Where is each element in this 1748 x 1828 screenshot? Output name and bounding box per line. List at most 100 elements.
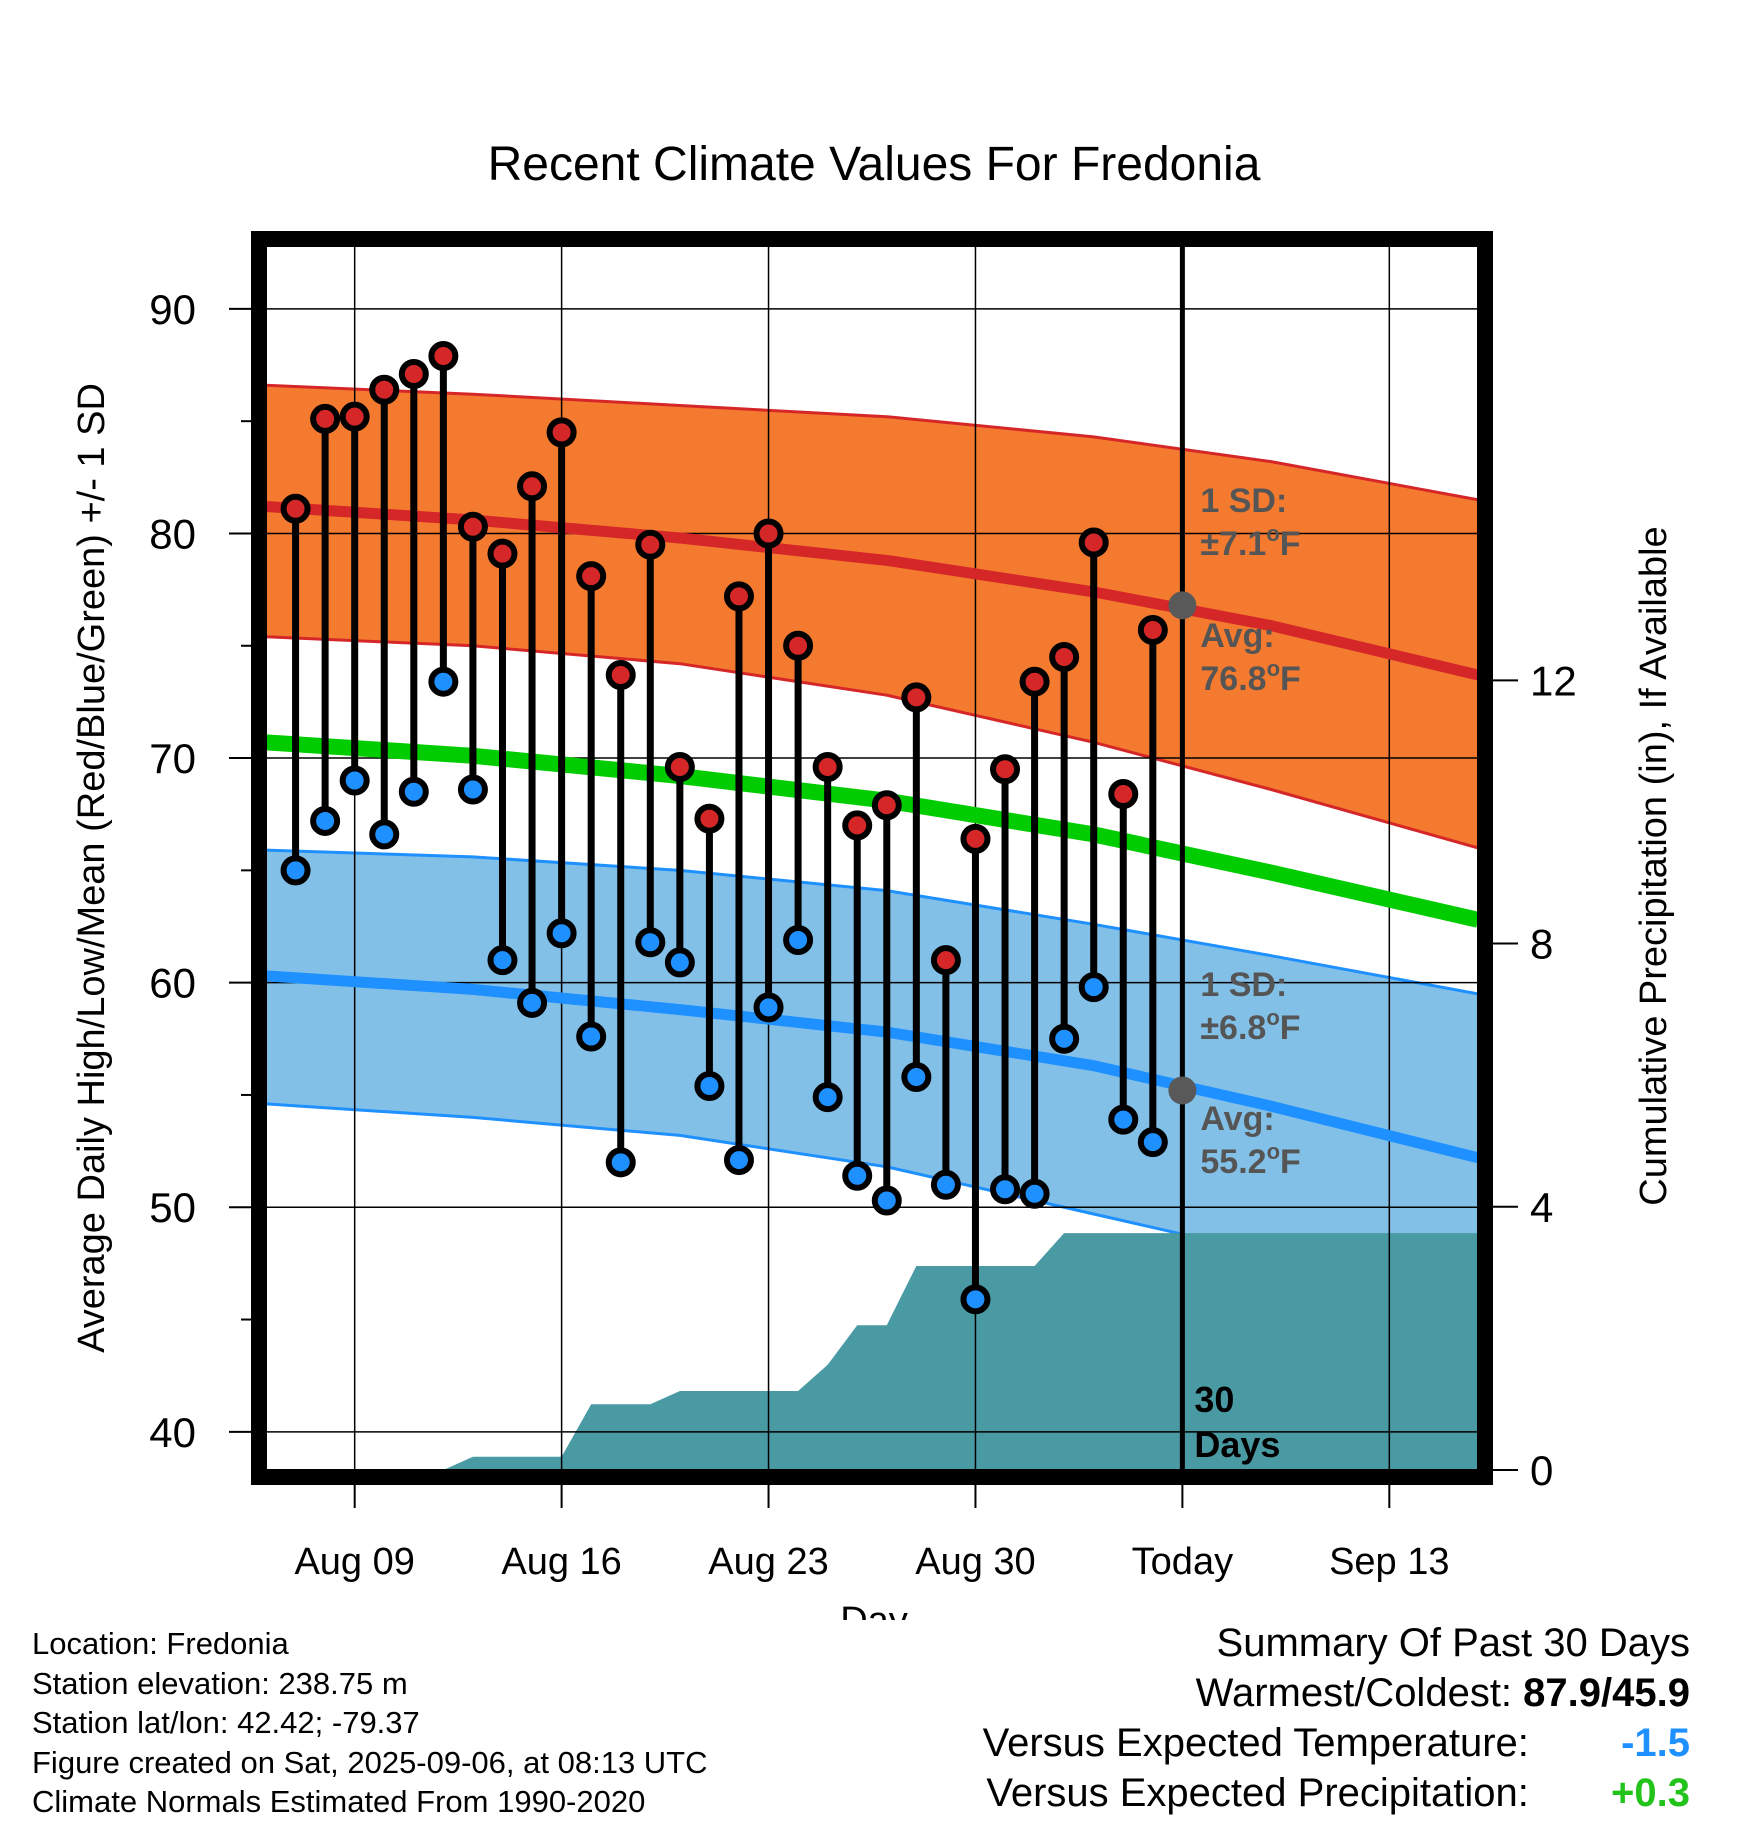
y2-axis-label: Cumulative Precipitation (in), If Availa… (1633, 526, 1675, 1205)
daily-low-point (1019, 1178, 1050, 1209)
warmest-coldest-label: Warmest/Coldest: (1195, 1671, 1513, 1715)
daily-low-point (664, 947, 695, 978)
daily-low-point (635, 927, 666, 958)
window-annotation-unit: Days (1194, 1424, 1280, 1465)
daily-high-point (576, 561, 607, 592)
meta-elevation: Station elevation: 238.75 m (32, 1665, 408, 1701)
y-tick-label: 40 (149, 1409, 196, 1456)
daily-high-point (1108, 778, 1139, 809)
daily-high-point (280, 493, 311, 524)
summary-temperature: Versus Expected Temperature: -1.5 (983, 1718, 1690, 1768)
daily-high-point (812, 752, 843, 783)
daily-high-point (694, 803, 725, 834)
daily-low-point (487, 945, 518, 976)
daily-high-point (960, 823, 991, 854)
high-sd-annotation-label: 1 SD: (1200, 482, 1287, 520)
daily-high-point (635, 529, 666, 560)
daily-high-point (1078, 527, 1109, 558)
daily-low-point (280, 855, 311, 886)
low-sd-band (266, 850, 1478, 1302)
daily-high-point (487, 538, 518, 569)
daily-low-point (576, 1021, 607, 1052)
daily-low-point (428, 666, 459, 697)
daily-low-point (517, 987, 548, 1018)
y2-tick-label: 8 (1530, 921, 1553, 968)
daily-high-point (398, 359, 429, 390)
warmest-coldest-value: 87.9/45.9 (1523, 1671, 1690, 1715)
daily-high-point (990, 754, 1021, 785)
meta-created: Figure created on Sat, 2025-09-06, at 08… (32, 1744, 708, 1780)
x-tick-label: Today (1132, 1541, 1233, 1583)
y-tick-label: 70 (149, 735, 196, 782)
daily-high-point (930, 945, 961, 976)
x-tick-label: Aug 30 (915, 1541, 1035, 1583)
daily-low-point (398, 776, 429, 807)
daily-high-point (1019, 666, 1050, 697)
daily-low-point (546, 918, 577, 949)
station-metadata: Location: Fredonia Station elevation: 23… (32, 1624, 708, 1822)
daily-high-point (428, 341, 459, 372)
daily-high-point (664, 752, 695, 783)
high-sd-annotation-value: ±7.1oF (1200, 521, 1300, 563)
daily-low-point (871, 1185, 902, 1216)
daily-low-point (457, 774, 488, 805)
y-tick-label: 90 (149, 286, 196, 333)
low-avg-annotation-label: Avg: (1200, 1100, 1274, 1138)
high-avg-annotation-value: 76.8oF (1200, 656, 1300, 698)
daily-low-point (1078, 972, 1109, 1003)
plot-frame (251, 231, 1493, 1485)
summary-warmest-coldest: Warmest/Coldest: 87.9/45.9 (983, 1668, 1690, 1718)
low-sd-annotation-label: 1 SD: (1200, 966, 1287, 1004)
climate-chart: Recent Climate Values For Fredonia 1 SD:… (71, 138, 1675, 1620)
today-normal-marker (1168, 1076, 1197, 1105)
high-sd-band (266, 385, 1478, 848)
y-tick-label: 60 (149, 960, 196, 1007)
daily-low-point (723, 1145, 754, 1176)
daily-high-point (369, 374, 400, 405)
x-tick-label: Aug 16 (501, 1541, 621, 1583)
chart-title: Recent Climate Values For Fredonia (488, 138, 1261, 191)
y2-tick-label: 4 (1530, 1184, 1553, 1231)
y-tick-label: 50 (149, 1184, 196, 1231)
high-avg-annotation-label: Avg: (1200, 617, 1274, 655)
daily-low-point (310, 805, 341, 836)
window-annotation-count: 30 (1194, 1379, 1234, 1420)
precip-area (266, 1233, 1478, 1470)
y-axis-label: Average Daily High/Low/Mean (Red/Blue/Gr… (71, 383, 113, 1353)
y2-tick-label: 12 (1530, 657, 1577, 704)
daily-low-point (783, 924, 814, 955)
daily-high-point (753, 518, 784, 549)
daily-high-point (783, 630, 814, 661)
summary-panel: Summary Of Past 30 Days Warmest/Coldest:… (983, 1618, 1690, 1818)
daily-low-point (990, 1174, 1021, 1205)
daily-high-point (310, 403, 341, 434)
daily-low-point (753, 992, 784, 1023)
high-sd-upper-line (266, 383, 1478, 502)
daily-low-point (1108, 1104, 1139, 1135)
daily-low-point (1137, 1127, 1168, 1158)
daily-low-point (339, 765, 370, 796)
daily-low-point (930, 1169, 961, 1200)
daily-low-point (369, 819, 400, 850)
low-sd-annotation-value: ±6.8oF (1200, 1005, 1300, 1047)
daily-low-point (842, 1160, 873, 1191)
daily-low-point (1049, 1023, 1080, 1054)
summary-precipitation: Versus Expected Precipitation: +0.3 (983, 1768, 1690, 1818)
daily-high-point (842, 810, 873, 841)
daily-high-point (339, 401, 370, 432)
precip-label: Versus Expected Precipitation: (986, 1771, 1529, 1815)
daily-high-point (901, 682, 932, 713)
meta-location: Location: Fredonia (32, 1626, 289, 1661)
y-tick-label: 80 (149, 510, 196, 557)
daily-low-point (694, 1070, 725, 1101)
meta-latlon: Station lat/lon: 42.42; -79.37 (32, 1705, 420, 1740)
temp-label: Versus Expected Temperature: (982, 1721, 1529, 1765)
x-tick-label: Aug 09 (294, 1541, 414, 1583)
today-normal-marker (1168, 591, 1197, 620)
daily-high-point (546, 417, 577, 448)
daily-high-point (723, 581, 754, 612)
x-tick-label: Aug 23 (708, 1541, 828, 1583)
x-axis-label: Day (840, 1600, 908, 1620)
